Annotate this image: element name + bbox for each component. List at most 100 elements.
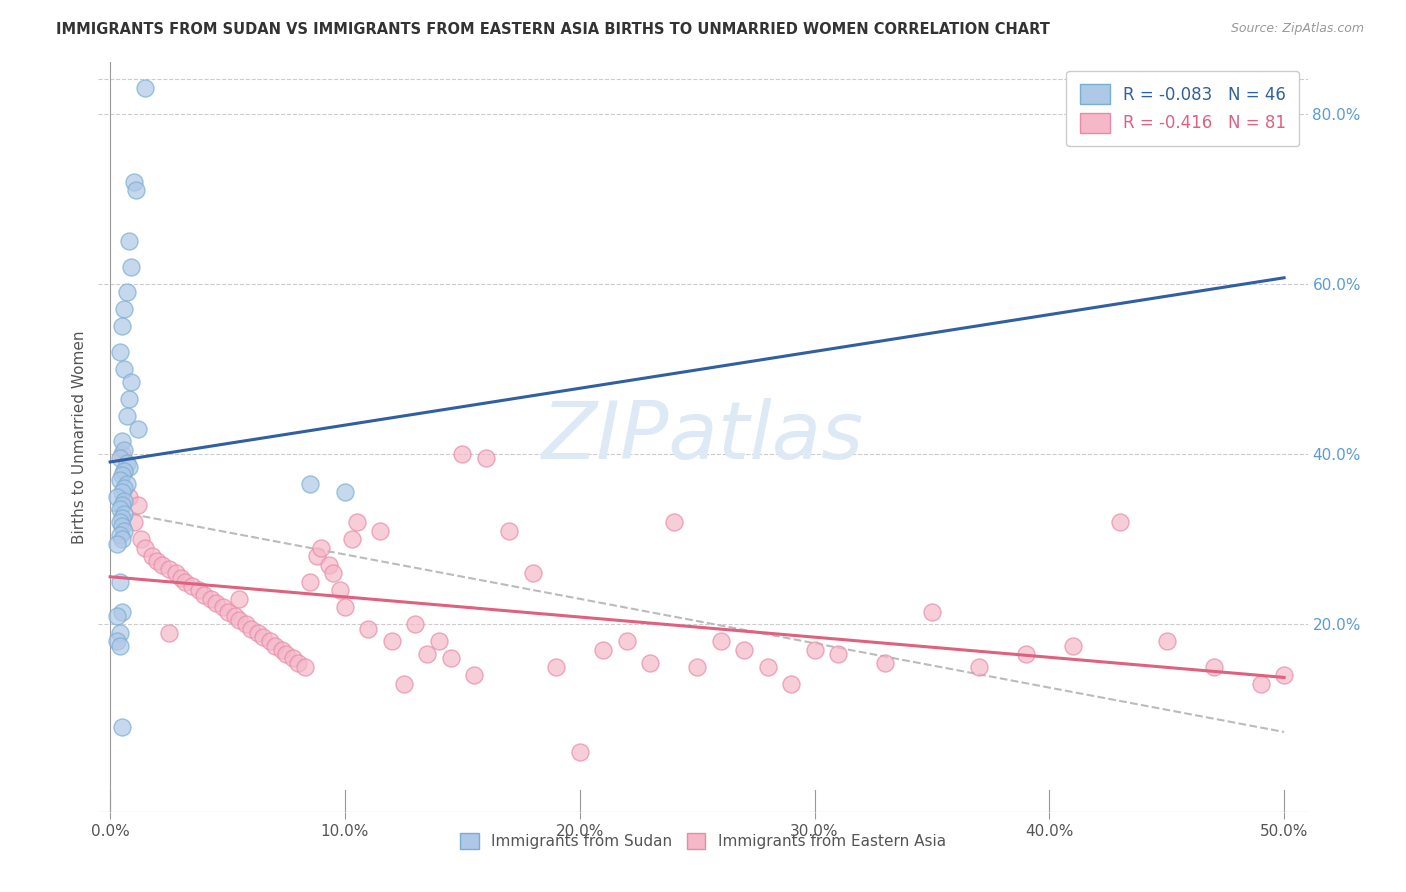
Point bbox=[546, 660, 568, 674]
Point bbox=[322, 566, 344, 581]
Point bbox=[346, 515, 368, 529]
Point bbox=[333, 485, 356, 500]
Point bbox=[129, 533, 152, 547]
Point bbox=[105, 634, 128, 648]
Point bbox=[111, 498, 134, 512]
Point bbox=[112, 442, 135, 457]
Point bbox=[125, 183, 148, 197]
Text: IMMIGRANTS FROM SUDAN VS IMMIGRANTS FROM EASTERN ASIA BIRTHS TO UNMARRIED WOMEN : IMMIGRANTS FROM SUDAN VS IMMIGRANTS FROM… bbox=[56, 22, 1050, 37]
Point bbox=[118, 234, 141, 248]
Point bbox=[522, 566, 544, 581]
Point bbox=[112, 464, 135, 478]
Point bbox=[111, 447, 134, 461]
Point bbox=[118, 392, 141, 406]
Point bbox=[463, 668, 485, 682]
Point bbox=[439, 651, 461, 665]
Point bbox=[318, 558, 340, 572]
Point bbox=[111, 533, 134, 547]
Point bbox=[733, 643, 755, 657]
Point bbox=[329, 583, 352, 598]
Point bbox=[122, 515, 145, 529]
Point bbox=[108, 639, 131, 653]
Point bbox=[127, 421, 149, 435]
Point bbox=[240, 622, 263, 636]
Point bbox=[404, 617, 426, 632]
Y-axis label: Births to Unmarried Women: Births to Unmarried Women bbox=[72, 330, 87, 544]
Point bbox=[224, 608, 246, 623]
Point bbox=[1156, 634, 1178, 648]
Point bbox=[108, 502, 131, 516]
Point bbox=[686, 660, 709, 674]
Point bbox=[259, 634, 281, 648]
Point bbox=[112, 524, 135, 538]
Point bbox=[368, 524, 391, 538]
Point bbox=[169, 571, 191, 585]
Point bbox=[122, 175, 145, 189]
Point bbox=[1250, 677, 1272, 691]
Text: Source: ZipAtlas.com: Source: ZipAtlas.com bbox=[1230, 22, 1364, 36]
Point bbox=[381, 634, 404, 648]
Point bbox=[616, 634, 638, 648]
Point bbox=[127, 498, 149, 512]
Point bbox=[111, 519, 134, 533]
Point bbox=[108, 473, 131, 487]
Point bbox=[112, 507, 135, 521]
Point bbox=[146, 553, 169, 567]
Point bbox=[105, 536, 128, 550]
Point bbox=[112, 362, 135, 376]
Point bbox=[311, 541, 333, 555]
Point bbox=[108, 515, 131, 529]
Point bbox=[108, 345, 131, 359]
Point bbox=[212, 600, 235, 615]
Point bbox=[498, 524, 520, 538]
Point bbox=[710, 634, 733, 648]
Point bbox=[112, 481, 135, 495]
Point bbox=[118, 459, 141, 474]
Point bbox=[756, 660, 779, 674]
Point bbox=[115, 409, 138, 423]
Point bbox=[333, 600, 356, 615]
Point bbox=[340, 533, 363, 547]
Point bbox=[108, 574, 131, 589]
Point bbox=[111, 720, 134, 734]
Point bbox=[228, 613, 250, 627]
Point bbox=[111, 605, 134, 619]
Point bbox=[150, 558, 173, 572]
Point bbox=[204, 596, 226, 610]
Point bbox=[120, 260, 142, 274]
Point bbox=[157, 562, 180, 576]
Point bbox=[392, 677, 415, 691]
Point bbox=[1015, 647, 1038, 661]
Point bbox=[247, 626, 270, 640]
Point bbox=[1108, 515, 1130, 529]
Point bbox=[111, 468, 134, 483]
Point bbox=[188, 583, 211, 598]
Point bbox=[108, 528, 131, 542]
Point bbox=[662, 515, 685, 529]
Point bbox=[141, 549, 163, 564]
Point bbox=[118, 490, 141, 504]
Point bbox=[112, 302, 135, 317]
Point bbox=[193, 588, 215, 602]
Point bbox=[780, 677, 803, 691]
Point bbox=[294, 660, 316, 674]
Point bbox=[451, 447, 474, 461]
Point bbox=[228, 591, 250, 606]
Point bbox=[134, 81, 156, 95]
Point bbox=[111, 485, 134, 500]
Legend: Immigrants from Sudan, Immigrants from Eastern Asia: Immigrants from Sudan, Immigrants from E… bbox=[453, 825, 953, 856]
Point bbox=[105, 608, 128, 623]
Point bbox=[115, 476, 138, 491]
Point bbox=[967, 660, 990, 674]
Point bbox=[111, 434, 134, 449]
Point bbox=[112, 494, 135, 508]
Point bbox=[108, 626, 131, 640]
Point bbox=[157, 626, 180, 640]
Point bbox=[427, 634, 450, 648]
Point bbox=[283, 651, 305, 665]
Point bbox=[105, 490, 128, 504]
Point bbox=[287, 656, 309, 670]
Point bbox=[120, 375, 142, 389]
Point bbox=[181, 579, 204, 593]
Point bbox=[1062, 639, 1084, 653]
